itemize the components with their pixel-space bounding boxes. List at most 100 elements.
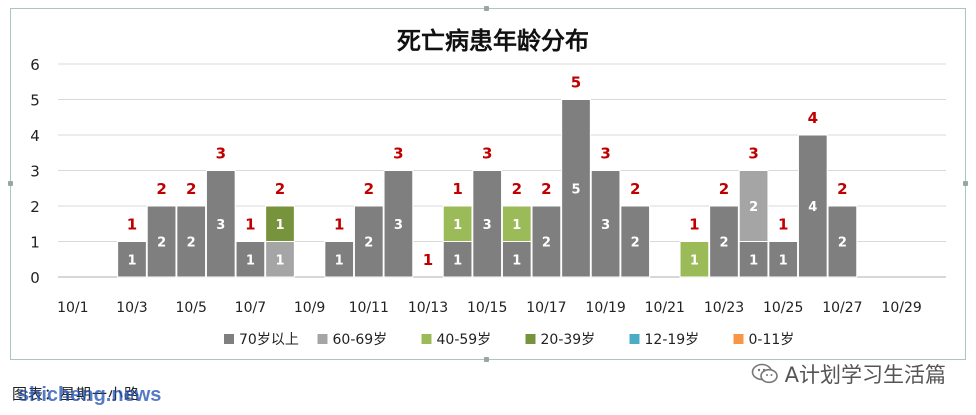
- total-value-label: 2: [364, 180, 374, 198]
- bar-segment: [738, 241, 769, 278]
- x-tick-label: 10/23: [704, 300, 744, 316]
- bar-segment: [324, 241, 355, 278]
- legend-swatch: [525, 334, 536, 344]
- segment-value-label: 2: [838, 236, 847, 251]
- resize-handle-right[interactable]: [963, 181, 968, 186]
- x-tick-label: 10/29: [881, 300, 921, 316]
- segment-value-label: 1: [335, 253, 344, 268]
- x-tick-label: 10/11: [349, 300, 389, 316]
- segment-value-label: 1: [749, 253, 758, 268]
- segment-value-label: 2: [749, 200, 758, 215]
- segment-value-label: 2: [187, 236, 196, 251]
- watermark: shicheng.news: [18, 384, 162, 406]
- segment-value-label: 3: [394, 218, 403, 233]
- segment-value-label: 3: [216, 218, 225, 233]
- total-value-label: 2: [541, 180, 551, 198]
- bar-segment: [205, 170, 236, 278]
- total-value-label: 2: [719, 180, 729, 198]
- segment-value-label: 1: [512, 218, 521, 233]
- x-tick-label: 10/21: [645, 300, 685, 316]
- total-value-label: 3: [600, 145, 610, 163]
- segment-value-label: 1: [275, 218, 284, 233]
- legend-swatch: [733, 334, 744, 344]
- bar-segment: [738, 170, 769, 242]
- segment-value-label: 2: [364, 236, 373, 251]
- y-tick-label: 1: [30, 234, 40, 252]
- total-value-label: 1: [245, 216, 255, 234]
- segment-value-label: 1: [453, 218, 462, 233]
- bar-segment: [472, 170, 503, 278]
- bars: [117, 99, 858, 278]
- segment-value-label: 3: [601, 218, 610, 233]
- bar-segment: [235, 241, 266, 278]
- x-tick-label: 10/13: [408, 300, 448, 316]
- segment-value-label: 3: [483, 218, 492, 233]
- source-label: 图表：星期一小路: [12, 385, 141, 403]
- total-value-label: 3: [216, 145, 226, 163]
- y-tick-label: 2: [30, 198, 40, 216]
- total-value-label: 2: [630, 180, 640, 198]
- legend-label: 12-19岁: [645, 332, 700, 348]
- bar-segment: [265, 205, 295, 242]
- bar-segment: [768, 241, 799, 278]
- total-value-label: 1: [334, 216, 344, 234]
- chart-title: 死亡病患年龄分布: [397, 27, 589, 55]
- total-value-label: 1: [127, 216, 137, 234]
- segment-value-label: 2: [719, 236, 728, 251]
- y-tick-label: 3: [30, 163, 40, 181]
- resize-handle-left[interactable]: [8, 181, 13, 186]
- total-value-label: 5: [571, 74, 581, 92]
- y-tick-label: 0: [30, 269, 40, 287]
- wechat-account[interactable]: A计划学习生活篇: [751, 359, 946, 389]
- bar-segment: [442, 241, 473, 278]
- segment-value-label: 2: [157, 236, 166, 251]
- data-labels: 1 1 2 2 2 2 3 3 1 1 1 1 2 1 1 2 2 3 3 1 1 1 1 3 3 1 1 2 2 2 5 5 3 3 2 2 1 1 2 2…: [127, 74, 848, 270]
- segment-value-label: 1: [275, 253, 284, 268]
- bar-segment: [265, 241, 295, 278]
- bar-segment: [620, 205, 651, 278]
- x-tick-label: 10/3: [116, 300, 147, 316]
- segment-value-label: 2: [631, 236, 640, 251]
- total-value-label: 4: [808, 109, 818, 127]
- legend-swatch: [224, 334, 234, 344]
- resize-handle-bottom[interactable]: [484, 357, 489, 362]
- segment-value-label: 1: [453, 253, 462, 268]
- x-tick-label: 10/7: [235, 300, 266, 316]
- segment-value-label: 1: [246, 253, 255, 268]
- legend-label: 20-39岁: [541, 332, 596, 348]
- bar-segment: [501, 241, 532, 278]
- total-value-label: 2: [275, 180, 285, 198]
- segment-value-label: 1: [512, 253, 521, 268]
- total-value-label: 1: [423, 251, 433, 269]
- bar-segment: [176, 205, 207, 278]
- total-value-label: 3: [748, 145, 758, 163]
- segment-value-label: 4: [808, 200, 817, 215]
- total-value-label: 2: [186, 180, 196, 198]
- bar-segment: [501, 205, 532, 242]
- legend-label: 40-59岁: [437, 332, 492, 348]
- segment-value-label: 1: [127, 253, 136, 268]
- legend-swatch: [421, 334, 432, 344]
- legend-swatch: [629, 334, 640, 344]
- y-tick-label: 4: [30, 127, 40, 145]
- bar-segment: [383, 170, 414, 278]
- segment-value-label: 1: [779, 253, 788, 268]
- total-value-label: 2: [156, 180, 166, 198]
- total-value-label: 1: [778, 216, 788, 234]
- total-value-label: 2: [837, 180, 847, 198]
- bar-segment: [709, 205, 739, 278]
- x-tick-label: 10/1: [57, 300, 88, 316]
- bar-segment: [797, 134, 828, 278]
- source-caption: 图表：星期一小路 shicheng.news: [12, 383, 161, 406]
- resize-handle-top[interactable]: [484, 6, 489, 11]
- bar-segment: [442, 205, 473, 242]
- wechat-icon: [751, 363, 778, 384]
- legend-label: 60-69岁: [333, 332, 388, 348]
- x-tick-label: 10/15: [467, 300, 507, 316]
- bar-segment: [590, 170, 621, 278]
- y-tick-label: 5: [30, 92, 40, 110]
- bar-segment: [679, 241, 710, 278]
- total-value-label: 3: [482, 145, 492, 163]
- y-axis: 0 1 2 3 4 5 6: [30, 56, 40, 287]
- segment-value-label: 2: [542, 236, 551, 251]
